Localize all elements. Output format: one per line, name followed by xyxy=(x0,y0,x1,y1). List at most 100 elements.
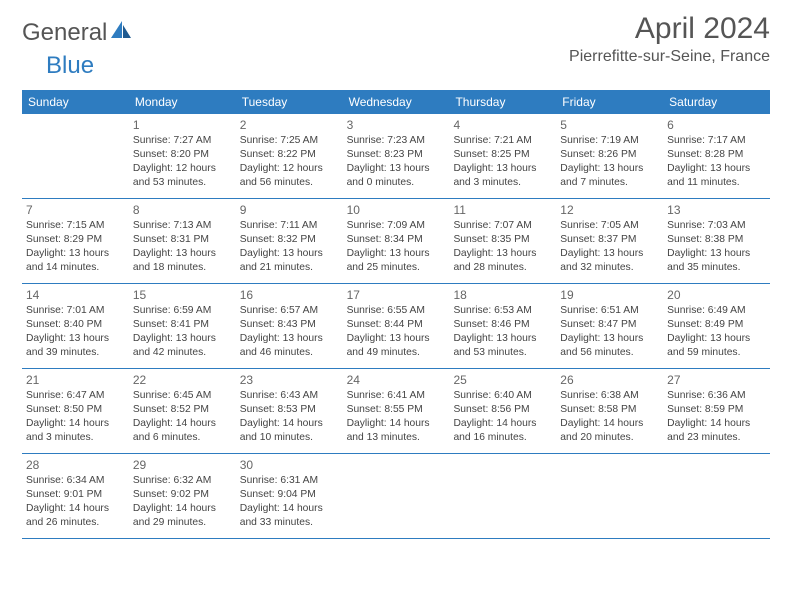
sunset-text: Sunset: 8:22 PM xyxy=(240,148,339,162)
day-cell: 19Sunrise: 6:51 AMSunset: 8:47 PMDayligh… xyxy=(556,284,663,368)
daylight-text: Daylight: 12 hours xyxy=(240,162,339,176)
day-number: 15 xyxy=(133,287,232,303)
daylight-text: and 3 minutes. xyxy=(453,176,552,190)
day-number: 6 xyxy=(667,117,766,133)
day-of-week-row: Sunday Monday Tuesday Wednesday Thursday… xyxy=(22,90,770,114)
daylight-text: Daylight: 13 hours xyxy=(667,162,766,176)
page-title: April 2024 xyxy=(569,12,770,46)
daylight-text: and 25 minutes. xyxy=(347,261,446,275)
day-cell: 30Sunrise: 6:31 AMSunset: 9:04 PMDayligh… xyxy=(236,454,343,538)
day-cell: 16Sunrise: 6:57 AMSunset: 8:43 PMDayligh… xyxy=(236,284,343,368)
sunrise-text: Sunrise: 6:59 AM xyxy=(133,304,232,318)
sunrise-text: Sunrise: 7:23 AM xyxy=(347,134,446,148)
daylight-text: and 10 minutes. xyxy=(240,431,339,445)
location: Pierrefitte-sur-Seine, France xyxy=(569,48,770,66)
day-cell: 13Sunrise: 7:03 AMSunset: 8:38 PMDayligh… xyxy=(663,199,770,283)
daylight-text: Daylight: 14 hours xyxy=(240,502,339,516)
daylight-text: Daylight: 13 hours xyxy=(347,162,446,176)
daylight-text: and 56 minutes. xyxy=(560,346,659,360)
daylight-text: Daylight: 13 hours xyxy=(667,247,766,261)
day-number: 7 xyxy=(26,202,125,218)
daylight-text: and 49 minutes. xyxy=(347,346,446,360)
day-cell: 26Sunrise: 6:38 AMSunset: 8:58 PMDayligh… xyxy=(556,369,663,453)
daylight-text: Daylight: 13 hours xyxy=(560,162,659,176)
day-cell: 14Sunrise: 7:01 AMSunset: 8:40 PMDayligh… xyxy=(22,284,129,368)
sunset-text: Sunset: 8:40 PM xyxy=(26,318,125,332)
sunset-text: Sunset: 9:01 PM xyxy=(26,488,125,502)
day-cell: 3Sunrise: 7:23 AMSunset: 8:23 PMDaylight… xyxy=(343,114,450,198)
daylight-text: Daylight: 13 hours xyxy=(347,332,446,346)
sunset-text: Sunset: 8:41 PM xyxy=(133,318,232,332)
sunrise-text: Sunrise: 7:25 AM xyxy=(240,134,339,148)
weeks-container: 1Sunrise: 7:27 AMSunset: 8:20 PMDaylight… xyxy=(22,114,770,539)
day-cell: 18Sunrise: 6:53 AMSunset: 8:46 PMDayligh… xyxy=(449,284,556,368)
day-number: 8 xyxy=(133,202,232,218)
sunset-text: Sunset: 8:43 PM xyxy=(240,318,339,332)
daylight-text: Daylight: 13 hours xyxy=(453,247,552,261)
sunset-text: Sunset: 8:56 PM xyxy=(453,403,552,417)
daylight-text: and 21 minutes. xyxy=(240,261,339,275)
daylight-text: and 6 minutes. xyxy=(133,431,232,445)
sunset-text: Sunset: 8:44 PM xyxy=(347,318,446,332)
sunrise-text: Sunrise: 6:55 AM xyxy=(347,304,446,318)
day-number: 24 xyxy=(347,372,446,388)
sunrise-text: Sunrise: 7:03 AM xyxy=(667,219,766,233)
sunrise-text: Sunrise: 7:01 AM xyxy=(26,304,125,318)
sunrise-text: Sunrise: 7:05 AM xyxy=(560,219,659,233)
daylight-text: and 16 minutes. xyxy=(453,431,552,445)
day-cell: 29Sunrise: 6:32 AMSunset: 9:02 PMDayligh… xyxy=(129,454,236,538)
day-cell: 23Sunrise: 6:43 AMSunset: 8:53 PMDayligh… xyxy=(236,369,343,453)
daylight-text: Daylight: 13 hours xyxy=(560,247,659,261)
sunset-text: Sunset: 8:25 PM xyxy=(453,148,552,162)
daylight-text: and 20 minutes. xyxy=(560,431,659,445)
daylight-text: and 46 minutes. xyxy=(240,346,339,360)
day-number: 18 xyxy=(453,287,552,303)
sunrise-text: Sunrise: 6:31 AM xyxy=(240,474,339,488)
sunset-text: Sunset: 8:26 PM xyxy=(560,148,659,162)
daylight-text: Daylight: 13 hours xyxy=(453,332,552,346)
daylight-text: and 3 minutes. xyxy=(26,431,125,445)
logo-text-1: General xyxy=(22,19,107,47)
dow-wednesday: Wednesday xyxy=(343,90,450,114)
daylight-text: Daylight: 14 hours xyxy=(560,417,659,431)
day-number: 13 xyxy=(667,202,766,218)
day-number: 20 xyxy=(667,287,766,303)
day-number: 12 xyxy=(560,202,659,218)
sunset-text: Sunset: 8:32 PM xyxy=(240,233,339,247)
day-cell: 7Sunrise: 7:15 AMSunset: 8:29 PMDaylight… xyxy=(22,199,129,283)
daylight-text: Daylight: 12 hours xyxy=(133,162,232,176)
day-cell: 5Sunrise: 7:19 AMSunset: 8:26 PMDaylight… xyxy=(556,114,663,198)
sunrise-text: Sunrise: 6:57 AM xyxy=(240,304,339,318)
sunset-text: Sunset: 8:55 PM xyxy=(347,403,446,417)
week-row: 7Sunrise: 7:15 AMSunset: 8:29 PMDaylight… xyxy=(22,199,770,284)
daylight-text: and 7 minutes. xyxy=(560,176,659,190)
sunrise-text: Sunrise: 6:40 AM xyxy=(453,389,552,403)
sunrise-text: Sunrise: 7:21 AM xyxy=(453,134,552,148)
sunset-text: Sunset: 8:53 PM xyxy=(240,403,339,417)
sunrise-text: Sunrise: 6:32 AM xyxy=(133,474,232,488)
daylight-text: and 26 minutes. xyxy=(26,516,125,530)
day-cell xyxy=(343,454,450,538)
sunset-text: Sunset: 8:38 PM xyxy=(667,233,766,247)
day-number: 11 xyxy=(453,202,552,218)
day-cell: 6Sunrise: 7:17 AMSunset: 8:28 PMDaylight… xyxy=(663,114,770,198)
day-cell: 24Sunrise: 6:41 AMSunset: 8:55 PMDayligh… xyxy=(343,369,450,453)
day-cell xyxy=(663,454,770,538)
day-cell: 27Sunrise: 6:36 AMSunset: 8:59 PMDayligh… xyxy=(663,369,770,453)
day-cell: 8Sunrise: 7:13 AMSunset: 8:31 PMDaylight… xyxy=(129,199,236,283)
daylight-text: Daylight: 14 hours xyxy=(133,502,232,516)
sunrise-text: Sunrise: 6:53 AM xyxy=(453,304,552,318)
day-number: 5 xyxy=(560,117,659,133)
sunrise-text: Sunrise: 6:43 AM xyxy=(240,389,339,403)
daylight-text: Daylight: 14 hours xyxy=(347,417,446,431)
logo-sail-icon xyxy=(111,18,133,46)
daylight-text: Daylight: 14 hours xyxy=(453,417,552,431)
day-number: 10 xyxy=(347,202,446,218)
daylight-text: Daylight: 13 hours xyxy=(347,247,446,261)
sunset-text: Sunset: 8:35 PM xyxy=(453,233,552,247)
dow-monday: Monday xyxy=(129,90,236,114)
week-row: 14Sunrise: 7:01 AMSunset: 8:40 PMDayligh… xyxy=(22,284,770,369)
day-cell: 21Sunrise: 6:47 AMSunset: 8:50 PMDayligh… xyxy=(22,369,129,453)
daylight-text: and 28 minutes. xyxy=(453,261,552,275)
sunset-text: Sunset: 9:02 PM xyxy=(133,488,232,502)
